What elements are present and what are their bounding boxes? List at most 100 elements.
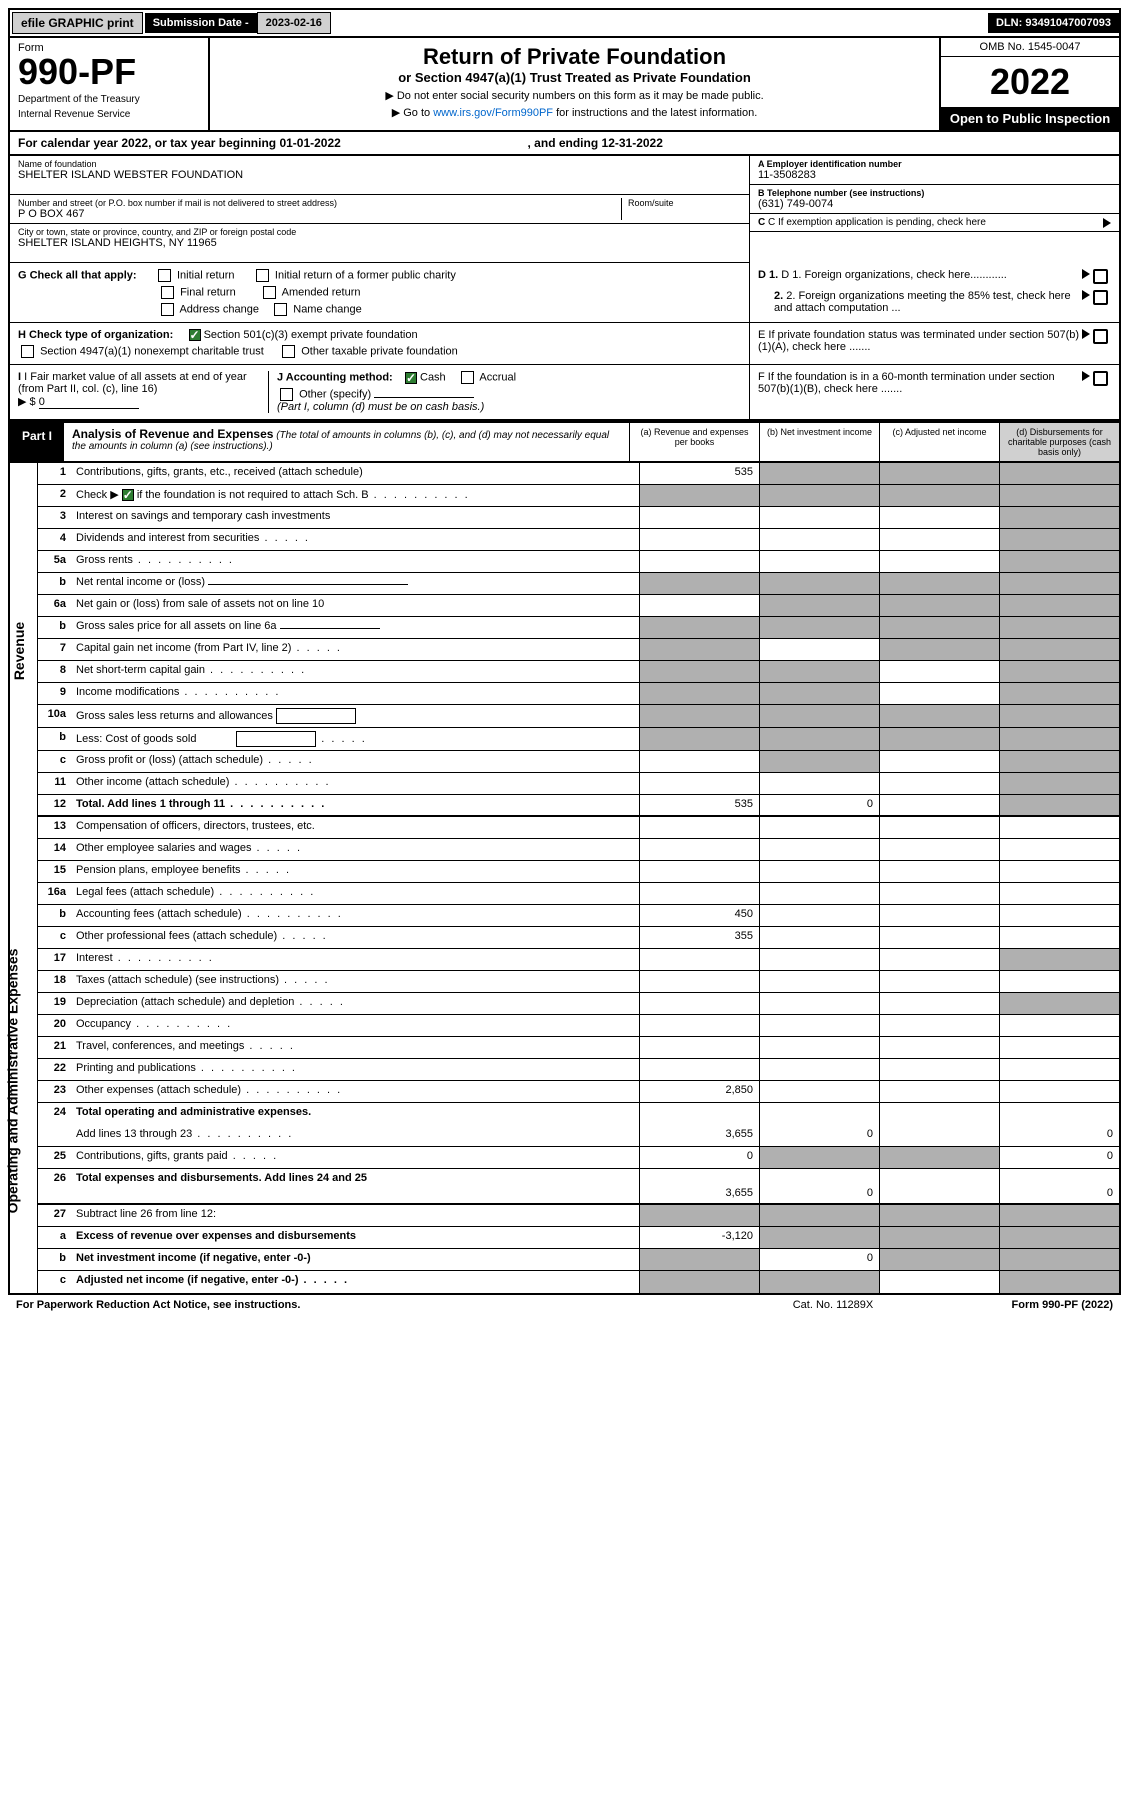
line-1: Contributions, gifts, grants, etc., rece… [72, 463, 639, 484]
arrow-icon [1082, 371, 1090, 381]
address-label: Number and street (or P.O. box number if… [18, 198, 621, 208]
name-change-checkbox[interactable] [274, 303, 287, 316]
line-7: Capital gain net income (from Part IV, l… [72, 639, 639, 660]
section-c-label: C C If exemption application is pending,… [758, 217, 1103, 228]
line-25: Contributions, gifts, grants paid [72, 1147, 639, 1168]
line-24b: Add lines 13 through 23 [72, 1125, 639, 1146]
j-note: (Part I, column (d) must be on cash basi… [277, 401, 741, 413]
efile-print-button[interactable]: efile GRAPHIC print [12, 12, 143, 34]
line-19: Depreciation (attach schedule) and deple… [72, 993, 639, 1014]
foundation-name: SHELTER ISLAND WEBSTER FOUNDATION [18, 169, 741, 181]
accrual-checkbox[interactable] [461, 371, 474, 384]
line-2: Check ▶ if the foundation is not require… [72, 485, 639, 506]
line-17: Interest [72, 949, 639, 970]
initial-former-checkbox[interactable] [256, 269, 269, 282]
fmv-value: 0 [39, 396, 139, 409]
f-label: F If the foundation is in a 60-month ter… [758, 371, 1082, 395]
line-27a: Excess of revenue over expenses and disb… [72, 1227, 639, 1248]
line-6a: Net gain or (loss) from sale of assets n… [72, 595, 639, 616]
line-16b: Accounting fees (attach schedule) [72, 905, 639, 926]
form-ref: Form 990-PF (2022) [933, 1299, 1113, 1311]
entity-info: Name of foundation SHELTER ISLAND WEBSTE… [8, 156, 1121, 263]
line-8: Net short-term capital gain [72, 661, 639, 682]
public-inspection: Open to Public Inspection [941, 107, 1119, 130]
form-header: Form 990-PF Department of the Treasury I… [8, 38, 1121, 132]
final-return-checkbox[interactable] [161, 286, 174, 299]
cat-no: Cat. No. 11289X [733, 1299, 933, 1311]
dept-treasury: Department of the Treasury [18, 94, 200, 105]
line-26: Total expenses and disbursements. Add li… [72, 1169, 639, 1203]
amended-return-checkbox[interactable] [263, 286, 276, 299]
form-title: Return of Private Foundation [216, 44, 933, 70]
revenue-label: Revenue [11, 622, 27, 680]
r27a-a: -3,120 [639, 1227, 759, 1248]
r26-b: 0 [759, 1169, 879, 1203]
col-c-header: (c) Adjusted net income [879, 423, 999, 461]
r1-a: 535 [639, 463, 759, 484]
line-12: Total. Add lines 1 through 11 [72, 795, 639, 815]
city-value: SHELTER ISLAND HEIGHTS, NY 11965 [18, 237, 741, 249]
address-change-checkbox[interactable] [161, 303, 174, 316]
e-label: E If private foundation status was termi… [758, 329, 1082, 353]
city-label: City or town, state or province, country… [18, 227, 741, 237]
sch-b-checkbox[interactable] [122, 489, 134, 501]
col-b-header: (b) Net investment income [759, 423, 879, 461]
paperwork-notice: For Paperwork Reduction Act Notice, see … [16, 1299, 733, 1311]
d1-checkbox[interactable] [1093, 269, 1108, 284]
arrow-icon [1082, 290, 1090, 300]
expenses-label: Operating and Administrative Expenses [4, 949, 20, 1214]
irs-label: Internal Revenue Service [18, 109, 200, 120]
r26-d: 0 [999, 1169, 1119, 1203]
r16c-a: 355 [639, 927, 759, 948]
line-5a: Gross rents [72, 551, 639, 572]
line-14: Other employee salaries and wages [72, 839, 639, 860]
r26-a: 3,655 [639, 1169, 759, 1203]
telephone-label: B Telephone number (see instructions) [758, 188, 1111, 198]
part-1-header: Part I Analysis of Revenue and Expenses … [8, 421, 1121, 463]
submission-date-value: 2023-02-16 [257, 12, 331, 34]
r12-a: 535 [639, 795, 759, 815]
line-10a: Gross sales less returns and allowances [72, 705, 639, 727]
cash-checkbox[interactable] [405, 372, 417, 384]
initial-return-checkbox[interactable] [158, 269, 171, 282]
line-27: Subtract line 26 from line 12: [72, 1205, 639, 1226]
irs-link[interactable]: www.irs.gov/Form990PF [433, 107, 553, 119]
arrow-icon [1103, 218, 1111, 228]
line-3: Interest on savings and temporary cash i… [72, 507, 639, 528]
line-24: Total operating and administrative expen… [72, 1103, 639, 1125]
section-i-label: I I Fair market value of all assets at e… [18, 371, 268, 395]
f-checkbox[interactable] [1093, 371, 1108, 386]
address-value: P O BOX 467 [18, 208, 621, 220]
page-footer: For Paperwork Reduction Act Notice, see … [8, 1295, 1121, 1315]
501c3-checkbox[interactable] [189, 329, 201, 341]
e-checkbox[interactable] [1093, 329, 1108, 344]
r25-d: 0 [999, 1147, 1119, 1168]
line-20: Occupancy [72, 1015, 639, 1036]
d1-label: D 1. D 1. Foreign organizations, check h… [758, 269, 1082, 284]
part-1-table: Revenue Operating and Administrative Exp… [8, 463, 1121, 1295]
arrow-icon [1082, 269, 1090, 279]
r23-a: 2,850 [639, 1081, 759, 1102]
line-4: Dividends and interest from securities [72, 529, 639, 550]
line-5b: Net rental income or (loss) [72, 573, 639, 594]
form-subtitle: or Section 4947(a)(1) Trust Treated as P… [216, 70, 933, 85]
col-a-header: (a) Revenue and expenses per books [629, 423, 759, 461]
r27b-b: 0 [759, 1249, 879, 1270]
part-1-tab: Part I [10, 423, 64, 461]
other-taxable-checkbox[interactable] [282, 345, 295, 358]
d2-label: 2. 2. Foreign organizations meeting the … [758, 290, 1082, 314]
line-27c: Adjusted net income (if negative, enter … [72, 1271, 639, 1293]
line-16a: Legal fees (attach schedule) [72, 883, 639, 904]
other-method-checkbox[interactable] [280, 388, 293, 401]
line-13: Compensation of officers, directors, tru… [72, 817, 639, 838]
line-10c: Gross profit or (loss) (attach schedule) [72, 751, 639, 772]
4947-checkbox[interactable] [21, 345, 34, 358]
line-22: Printing and publications [72, 1059, 639, 1080]
line-6b: Gross sales price for all assets on line… [72, 617, 639, 638]
line-27b: Net investment income (if negative, ente… [72, 1249, 639, 1270]
r24-a: 3,655 [639, 1125, 759, 1146]
d2-checkbox[interactable] [1093, 290, 1108, 305]
line-10b: Less: Cost of goods sold [72, 728, 639, 750]
r24-d: 0 [999, 1125, 1119, 1146]
calendar-year-row: For calendar year 2022, or tax year begi… [8, 132, 1121, 156]
